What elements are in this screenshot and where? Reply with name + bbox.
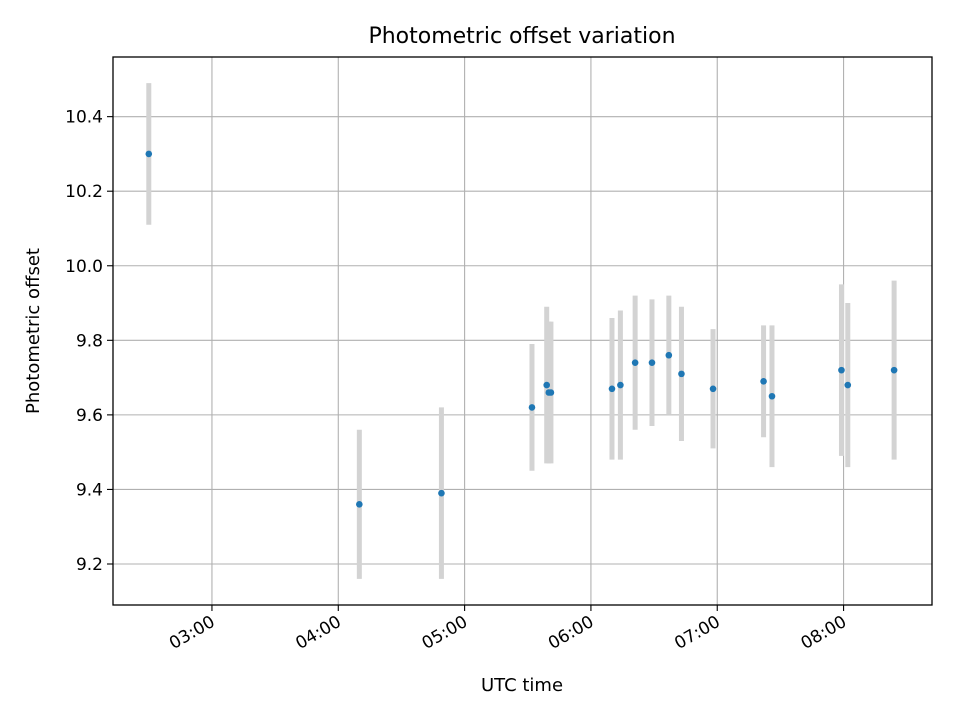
- data-point: [648, 359, 656, 366]
- data-point: [768, 392, 776, 400]
- data-point: [678, 370, 685, 378]
- data-point: [543, 381, 551, 389]
- data-point: [608, 385, 616, 393]
- data-point: [631, 359, 639, 366]
- data-point: [665, 351, 673, 359]
- y-tick-label: 10.0: [65, 257, 103, 277]
- y-axis-ticks: 9.2 9.4 9.6 9.8 10.0 10.2 10.4: [65, 108, 113, 575]
- data-point: [356, 501, 363, 508]
- data-point: [838, 366, 845, 374]
- data-point: [547, 389, 555, 396]
- data-point: [760, 378, 767, 385]
- data-point: [145, 150, 153, 158]
- data-point: [709, 385, 717, 393]
- y-tick-label: 9.4: [76, 480, 103, 500]
- chart-title: Photometric offset variation: [368, 24, 675, 49]
- data-point: [528, 404, 536, 411]
- data-point: [438, 489, 445, 497]
- y-tick-label: 10.4: [65, 108, 103, 128]
- y-tick-label: 9.2: [76, 555, 103, 575]
- x-axis-label: UTC time: [481, 675, 563, 696]
- y-tick-label: 10.2: [65, 182, 103, 202]
- y-tick-label: 9.8: [76, 331, 103, 351]
- data-point: [617, 381, 624, 389]
- data-point: [890, 366, 898, 374]
- plot-frame: [112, 56, 933, 606]
- y-tick-label: 9.6: [76, 406, 103, 426]
- y-axis-label: Photometric offset: [23, 248, 44, 414]
- data-points: [145, 150, 898, 508]
- data-point: [844, 381, 852, 389]
